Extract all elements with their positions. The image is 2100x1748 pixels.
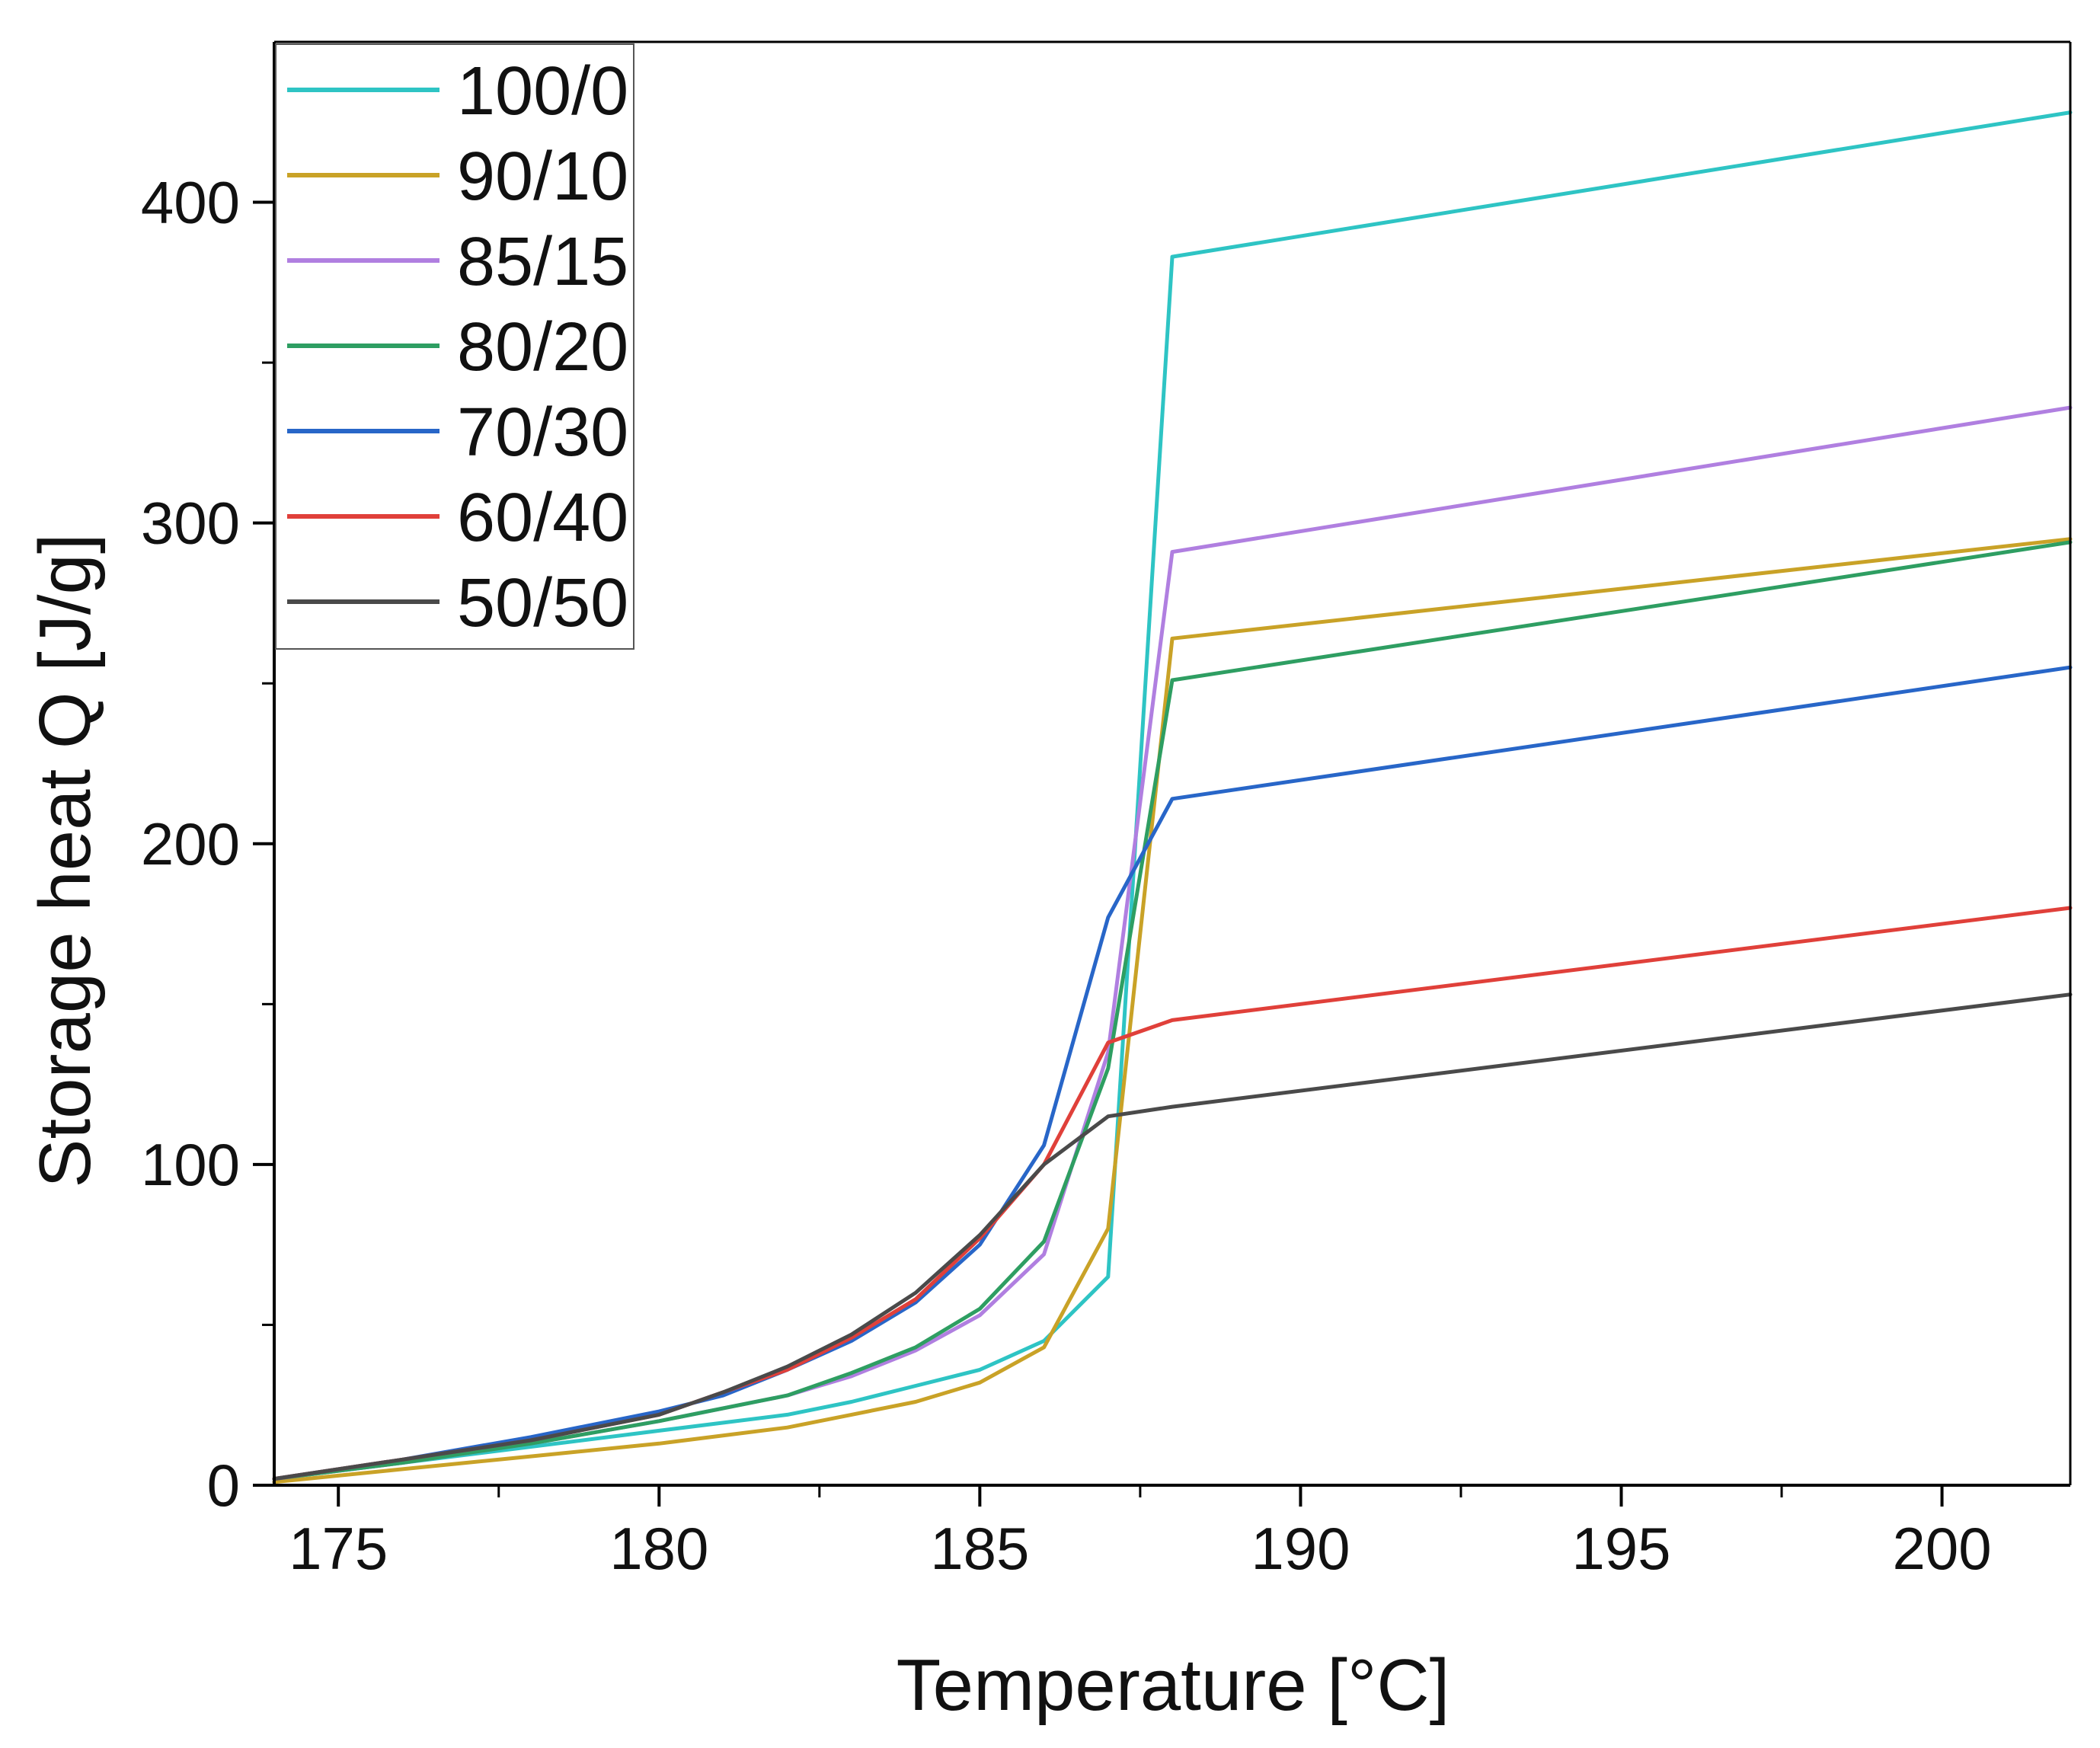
legend-label-50-50: 50/50 bbox=[457, 565, 628, 641]
series-line-50-50 bbox=[272, 992, 2073, 1481]
y-tick-label: 200 bbox=[141, 810, 240, 877]
y-tick-label: 0 bbox=[207, 1452, 240, 1519]
x-tick-label: 195 bbox=[1571, 1515, 1670, 1582]
series-line-100-0 bbox=[272, 110, 2073, 1481]
x-tick-label: 185 bbox=[930, 1515, 1029, 1582]
legend-label-80-20: 80/20 bbox=[457, 309, 628, 385]
series-line-60-40 bbox=[272, 906, 2073, 1481]
legend-label-85-15: 85/15 bbox=[457, 224, 628, 300]
legend-label-90-10: 90/10 bbox=[457, 139, 628, 215]
series-line-70-30 bbox=[272, 665, 2073, 1481]
legend[interactable]: 100/0 90/10 85/15 80/20 70/30 60/40 50/50 bbox=[275, 43, 634, 650]
x-axis-title: Temperature [°C] bbox=[897, 1644, 1450, 1726]
x-tick-label: 190 bbox=[1251, 1515, 1350, 1582]
axes-layer bbox=[273, 40, 2072, 1487]
x-tick-label: 175 bbox=[289, 1515, 388, 1582]
x-tick-label: 180 bbox=[609, 1515, 708, 1582]
ticks-layer: 175 180 185 190 195 200 0 100 200 300 400 bbox=[141, 169, 1992, 1582]
series-layer bbox=[272, 110, 2073, 1484]
y-axis-title: Storage heat Q [J/g] bbox=[24, 533, 106, 1187]
series-line-80-20 bbox=[272, 540, 2073, 1481]
legend-label-70-30: 70/30 bbox=[457, 395, 628, 471]
series-line-90-10 bbox=[272, 537, 2073, 1484]
legend-label-60-40: 60/40 bbox=[457, 480, 628, 556]
y-tick-label: 400 bbox=[141, 169, 240, 236]
y-tick-label: 100 bbox=[141, 1131, 240, 1198]
x-tick-label: 200 bbox=[1893, 1515, 1992, 1582]
legend-label-100-0: 100/0 bbox=[457, 53, 628, 129]
y-tick-label: 300 bbox=[141, 490, 240, 557]
